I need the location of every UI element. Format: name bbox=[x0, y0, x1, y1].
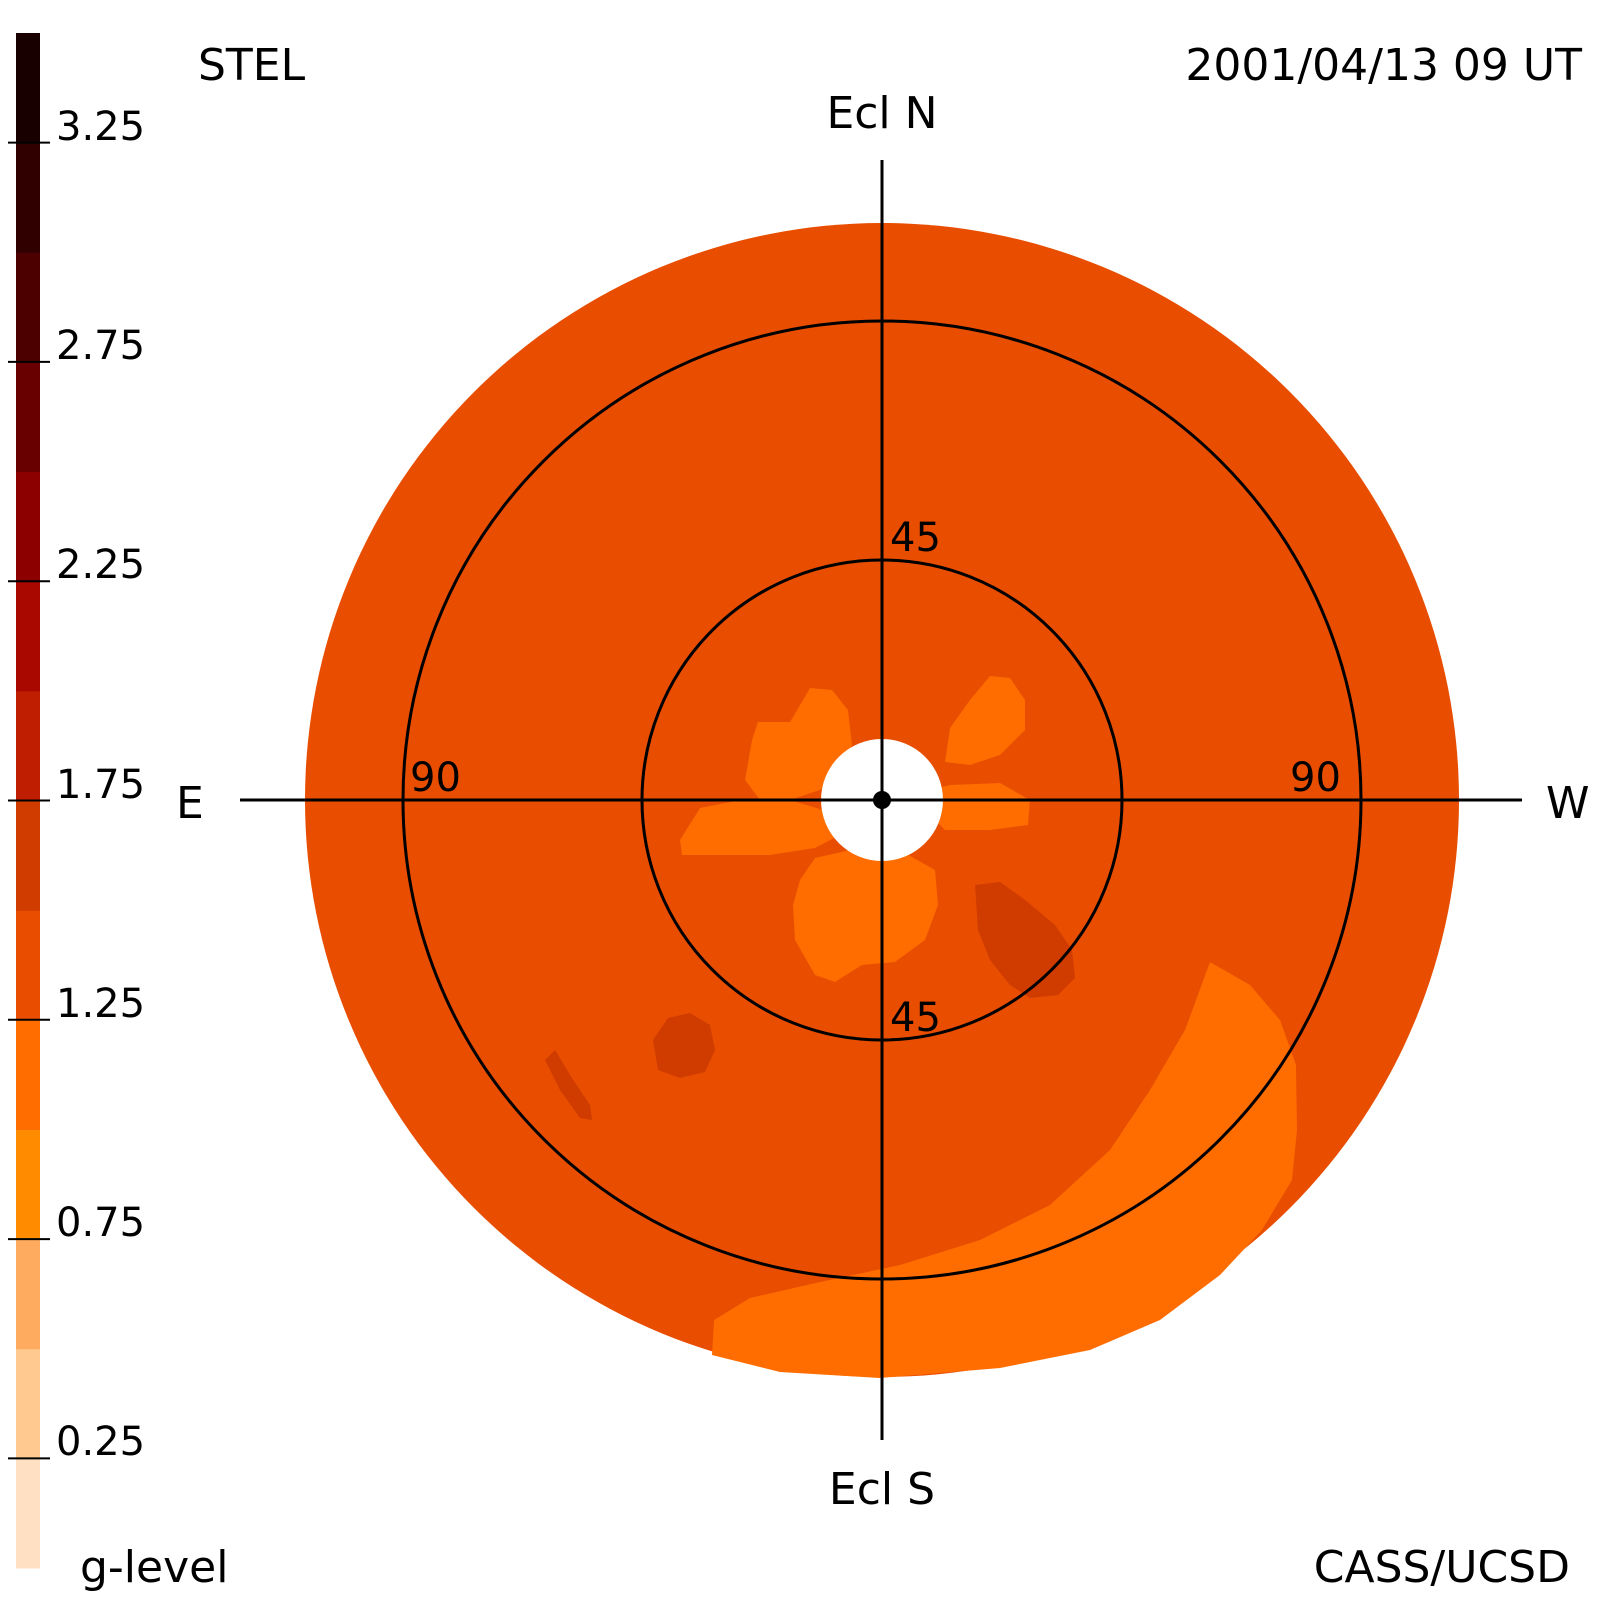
ring-label-45-bottom: 45 bbox=[890, 995, 941, 1041]
north-label: Ecl N bbox=[826, 88, 938, 139]
colorbar-segment bbox=[16, 33, 40, 144]
colorbar-segment bbox=[16, 690, 40, 801]
lobe-upper-right bbox=[945, 676, 1025, 765]
colorbar-segment bbox=[16, 800, 40, 911]
dense-patch-lower-left bbox=[653, 1013, 715, 1078]
ring-label-90-left: 90 bbox=[410, 755, 461, 801]
ring-label-45-top: 45 bbox=[890, 515, 941, 561]
lobe-right bbox=[930, 783, 1030, 830]
datetime-label: 2001/04/13 09 UT bbox=[1185, 40, 1582, 91]
credit-label: CASS/UCSD bbox=[1313, 1542, 1570, 1593]
colorbar-segment bbox=[16, 361, 40, 473]
colorbar-segment bbox=[16, 581, 40, 692]
colorbar-tick-label: 1.75 bbox=[56, 761, 146, 808]
ring-label-90-right: 90 bbox=[1290, 755, 1341, 801]
colorbar-segment bbox=[16, 252, 40, 363]
lobe-left bbox=[680, 800, 840, 855]
colorbar-tick-label: 2.25 bbox=[56, 542, 146, 589]
colorbar-segment bbox=[16, 471, 40, 582]
colorbar-tick-label: 2.75 bbox=[56, 322, 146, 369]
colorbar-tick-label: 1.25 bbox=[56, 980, 146, 1027]
colorbar-segment bbox=[16, 142, 40, 253]
colorbar-segment bbox=[16, 910, 40, 1021]
colorbar-segment bbox=[16, 1348, 40, 1459]
dense-patch-small bbox=[545, 1050, 592, 1120]
colorbar-tick-label: 0.75 bbox=[56, 1200, 146, 1247]
west-label: W bbox=[1546, 778, 1590, 829]
instrument-label: STEL bbox=[198, 40, 306, 91]
lobe-lower bbox=[793, 850, 938, 982]
colorbar-segment bbox=[16, 1458, 40, 1569]
colorbar-label: g-level bbox=[80, 1542, 229, 1593]
colorbar-segment bbox=[16, 1239, 40, 1350]
colorbar-segment bbox=[16, 1129, 40, 1240]
south-label: Ecl S bbox=[828, 1464, 936, 1515]
dense-patch-right bbox=[975, 882, 1075, 998]
colorbar bbox=[16, 33, 40, 1569]
enhanced-band bbox=[712, 962, 1297, 1378]
colorbar-segment bbox=[16, 1019, 40, 1130]
colorbar-tick-label: 3.25 bbox=[56, 103, 146, 150]
lobe-upper-left bbox=[745, 688, 852, 800]
colorbar-ticks bbox=[8, 141, 50, 1460]
east-label: E bbox=[176, 778, 204, 829]
colorbar-tick-label: 0.25 bbox=[56, 1419, 146, 1466]
